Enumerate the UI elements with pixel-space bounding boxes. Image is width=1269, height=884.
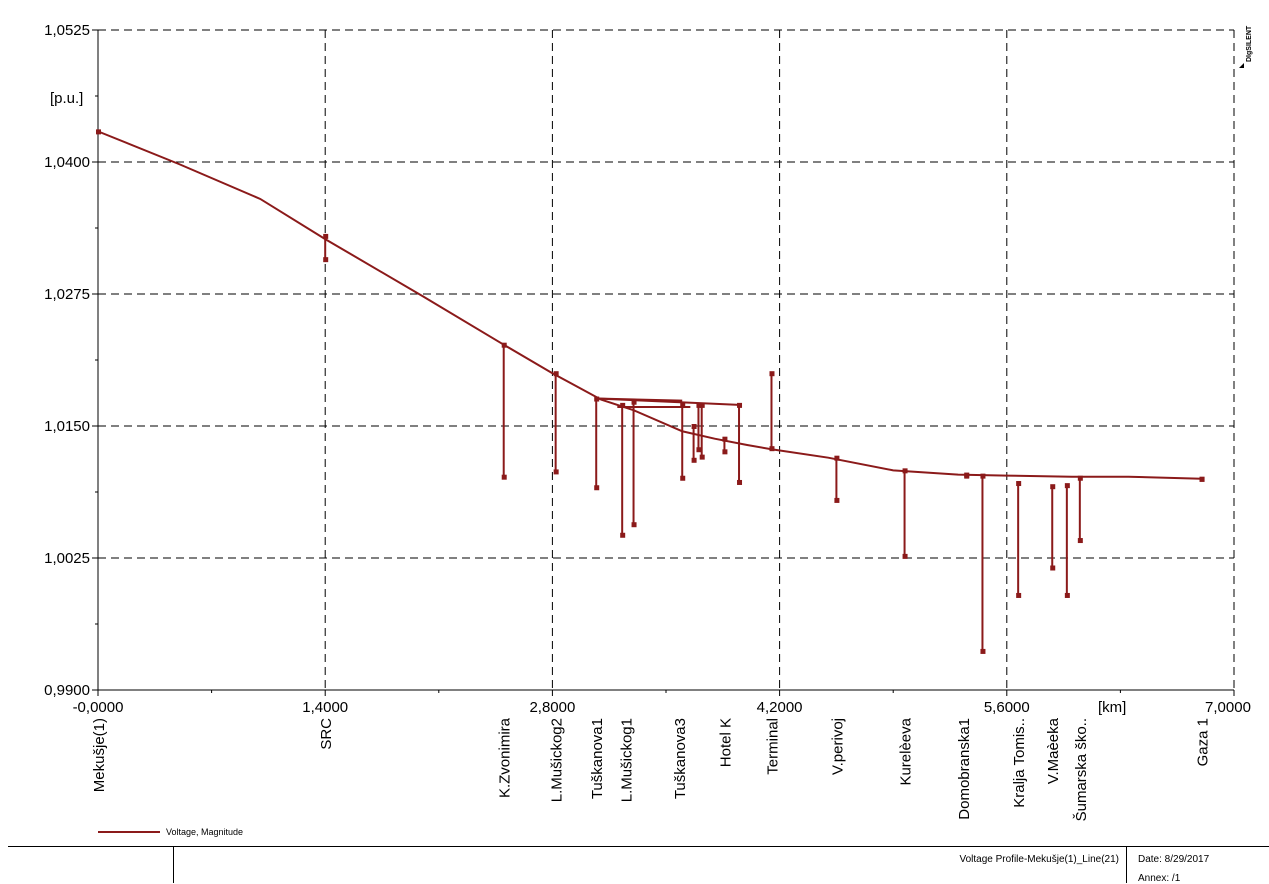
voltage-point [902,553,908,559]
voltage-point [722,449,728,455]
voltage-point [769,371,775,377]
voltage-point [501,474,507,480]
x-tick-label: 7,0000 [1205,699,1251,716]
voltage-point [323,233,329,239]
voltage-point [1077,538,1083,544]
brand-logo: DIgSILENT [1236,10,1258,68]
bus-label: L.Mušickog1 [618,718,635,802]
y-tick-label: 1,0275 [44,286,90,303]
voltage-point [680,401,686,407]
voltage-point [631,522,637,528]
y-tick-label: 1,0025 [44,550,90,567]
voltage-point [553,469,559,475]
footer-annex: Annex: /1 [1138,873,1181,884]
x-tick-label: 5,6000 [984,699,1030,716]
bus-label: Domobranska1 [956,718,973,820]
legend: Voltage, Magnitude [98,827,243,837]
bus-label: Mekušje(1) [91,718,108,792]
bus-label: V.Maèeka [1045,717,1062,784]
bus-label: Hotel K [717,718,734,767]
y-tick-label: 1,0150 [44,418,90,435]
bus-label: Šumarska ško.. [1073,718,1090,821]
voltage-profile-chart: 0,9900 1,0025 1,0150 1,0275 1,0400 1,0525 -0,0… [44,22,1251,837]
bus-label: L.Mušickog2 [549,718,566,802]
voltage-point [594,485,600,491]
voltage-point [696,447,702,453]
y-tick-label: 1,0525 [44,22,90,39]
legend-label: Voltage, Magnitude [166,827,243,837]
voltage-point [722,436,728,442]
plot-frame [97,29,1235,691]
voltage-main-line [97,130,1202,480]
voltage-point [1064,592,1070,598]
voltage-point [1199,476,1205,482]
voltage-point [1016,592,1022,598]
x-tick-label: 4,2000 [757,699,803,716]
voltage-point [980,648,986,654]
voltage-point [902,468,908,474]
voltage-point [699,402,705,408]
voltage-point [691,457,697,463]
bus-label: Tuškanova3 [672,718,689,799]
bus-labels: Mekušje(1) SRC K.Zvonimira L.Mušickog2 Tuška… [91,717,1212,821]
voltage-point [1050,484,1056,490]
voltage-point [553,371,559,377]
brand-text: DIgSILENT [1246,25,1253,62]
voltage-point [620,402,626,408]
voltage-series [96,129,1205,654]
voltage-point [594,396,600,402]
bus-label: K.Zvonimira [497,717,514,798]
footer-divider [1126,847,1127,883]
footer-divider [173,847,174,883]
voltage-point [1050,565,1056,571]
bus-label: SRC [318,718,335,750]
voltage-point [1064,483,1070,489]
voltage-point [769,446,775,452]
voltage-point [737,402,743,408]
x-tick-label: -0,0000 [73,699,124,716]
voltage-point [96,129,101,135]
voltage-point [680,475,686,481]
voltage-point [834,455,840,461]
voltage-point [737,479,743,485]
x-tick-label: 2,8000 [529,699,575,716]
y-tick-label: 0,9900 [44,682,90,699]
footer-bar: Voltage Profile-Mekušje(1)_Line(21) Date… [8,846,1269,884]
voltage-point [323,257,329,263]
y-axis-label: [p.u.] [50,90,83,107]
voltage-point [501,342,507,348]
voltage-point [964,473,970,479]
footer-title: Voltage Profile-Mekušje(1)_Line(21) [959,854,1119,865]
bus-label: Kralja Tomis.. [1011,718,1028,808]
voltage-point [834,497,840,503]
x-axis-label: [km] [1098,699,1126,716]
bus-label: V.perivoj [829,718,846,775]
voltage-point [631,399,637,405]
grid-lines [98,30,1234,690]
voltage-point [620,532,626,538]
bus-label: Kurelèeva [898,717,915,785]
voltage-point [1077,475,1083,481]
x-tick-label: 1,4000 [302,699,348,716]
voltage-point [980,473,986,479]
voltage-point [691,424,697,429]
bus-label: Terminal [764,718,781,775]
voltage-point [696,402,702,408]
voltage-point [699,454,705,460]
axis-ticks: 0,9900 1,0025 1,0150 1,0275 1,0400 1,0525 -0,0… [44,22,1251,716]
voltage-branch-line [596,397,740,406]
voltage-point [1016,481,1022,487]
footer-date: Date: 8/29/2017 [1138,854,1210,865]
y-tick-label: 1,0400 [44,154,90,171]
bus-label: Gaza 1 [1195,718,1212,766]
bus-label: Tuškanova1 [589,718,606,799]
